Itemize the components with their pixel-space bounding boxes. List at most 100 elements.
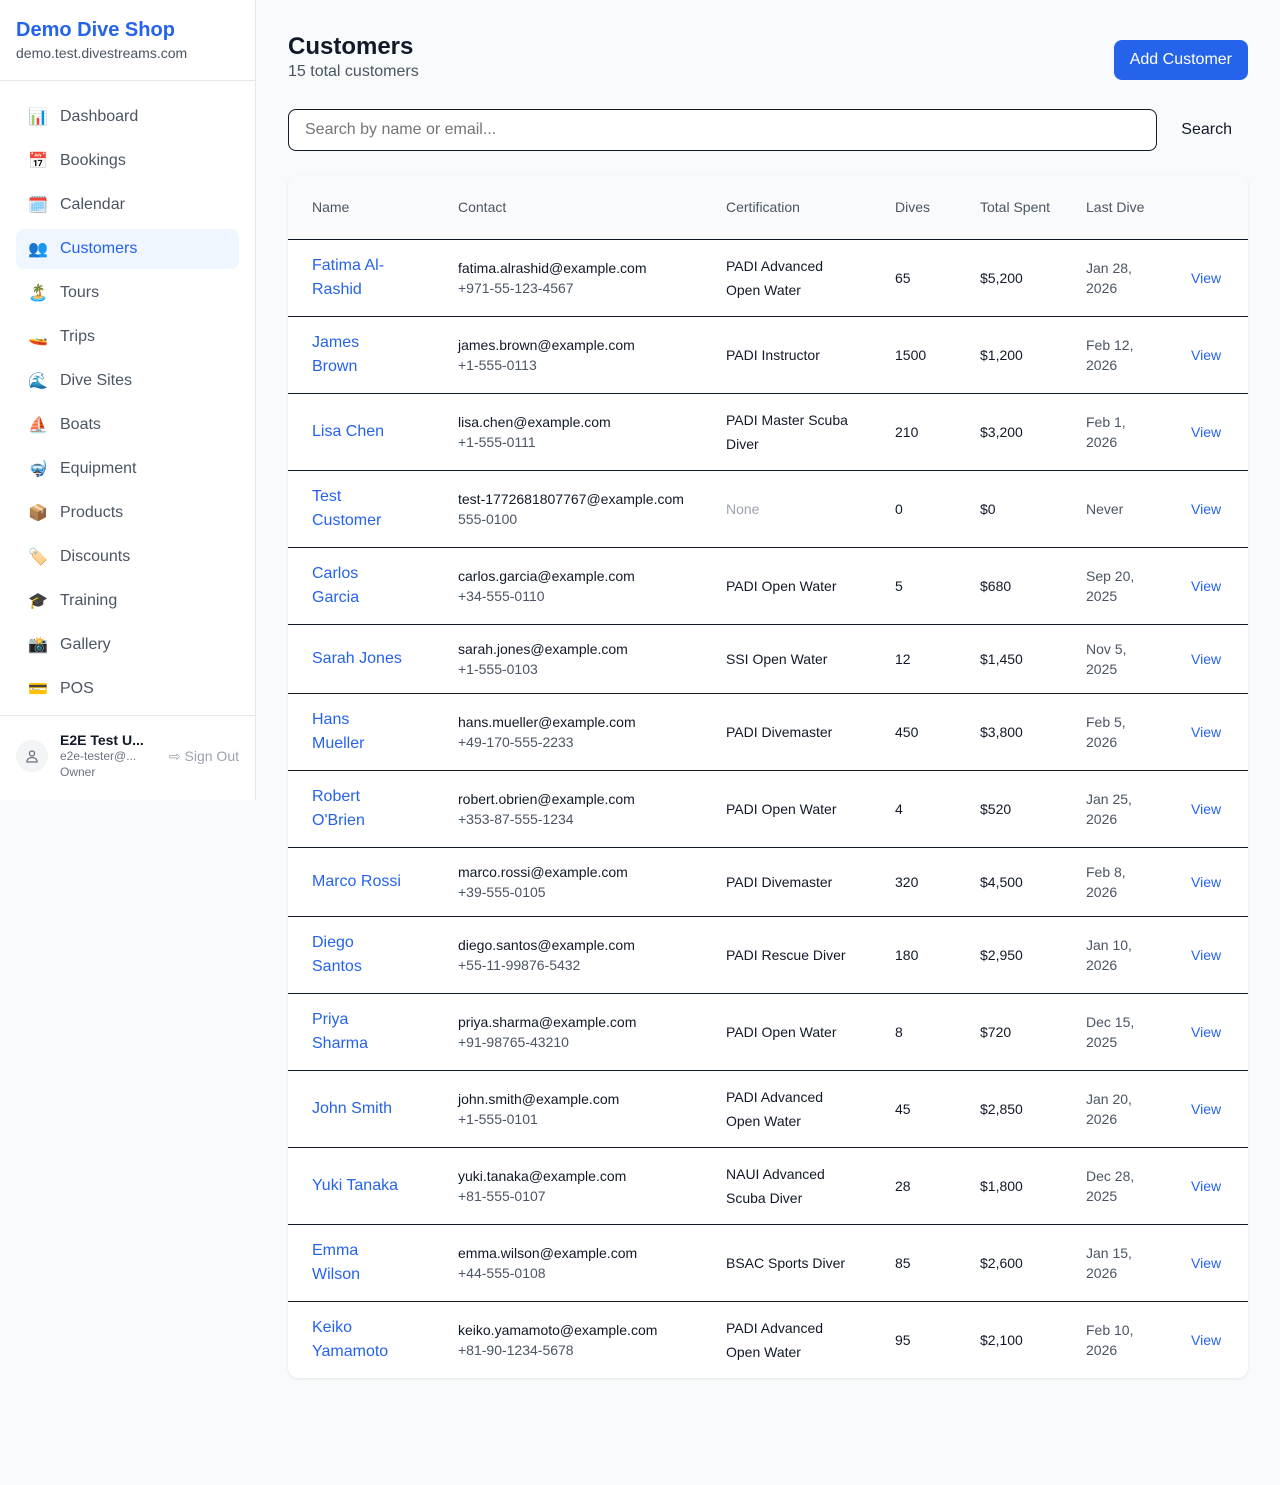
sidebar-item-label: Equipment: [60, 460, 137, 477]
user-icon: [16, 740, 48, 772]
sidebar-item-dashboard[interactable]: 📊 Dashboard: [16, 97, 239, 137]
sidebar-item-pos[interactable]: 💳 POS: [16, 669, 239, 709]
view-link[interactable]: View: [1167, 393, 1248, 471]
total-spent: $1,200: [956, 316, 1062, 394]
sidebar-item-dive-sites[interactable]: 🌊 Dive Sites: [16, 361, 239, 401]
sidebar-item-bookings[interactable]: 📅 Bookings: [16, 141, 239, 181]
customers-icon: 👥: [28, 241, 48, 258]
table-row: Robert O'Brien robert.obrien@example.com…: [288, 770, 1248, 848]
customer-name-link[interactable]: Hans Mueller: [288, 693, 434, 771]
equipment-icon: 🤿: [28, 461, 48, 478]
dive-sites-icon: 🌊: [28, 373, 48, 390]
certification: PADI Advanced Open Water: [726, 1319, 824, 1360]
view-link[interactable]: View: [1167, 693, 1248, 771]
last-dive: Feb 8, 2026: [1062, 847, 1167, 917]
customer-email: sarah.jones@example.com: [458, 640, 628, 657]
sidebar-item-customers[interactable]: 👥 Customers: [16, 229, 239, 269]
dives: 65: [871, 239, 956, 317]
sidebar-item-label: POS: [60, 680, 94, 697]
dives: 4: [871, 770, 956, 848]
view-link[interactable]: View: [1167, 1070, 1248, 1148]
certification: PADI Advanced Open Water: [702, 239, 871, 317]
customer-name-link[interactable]: John Smith: [288, 1070, 434, 1148]
sidebar-item-gallery[interactable]: 📸 Gallery: [16, 625, 239, 665]
certification: PADI Master Scuba Diver: [702, 393, 871, 471]
sidebar-item-products[interactable]: 📦 Products: [16, 493, 239, 533]
customer-name-link[interactable]: Marco Rossi: [288, 847, 434, 917]
dives: 1500: [871, 316, 956, 394]
total-spent: $520: [956, 770, 1062, 848]
column-header: [1167, 175, 1248, 240]
sidebar-item-label: Products: [60, 504, 124, 521]
main-content: Customers 15 total customers Add Custome…: [288, 32, 1248, 1378]
sign-out-button[interactable]: ⇨ Sign Out: [169, 748, 239, 765]
customer-phone: +39-555-0105: [458, 883, 546, 900]
total-spent: $3,800: [956, 693, 1062, 771]
customer-name-link[interactable]: Yuki Tanaka: [288, 1147, 434, 1225]
view-link[interactable]: View: [1167, 993, 1248, 1071]
view-link[interactable]: View: [1167, 316, 1248, 394]
column-header: Last Dive: [1062, 175, 1167, 240]
dives: 8: [871, 993, 956, 1071]
customer-name-link[interactable]: Sarah Jones: [288, 624, 434, 694]
sidebar-item-boats[interactable]: ⛵ Boats: [16, 405, 239, 445]
sidebar-item-equipment[interactable]: 🤿 Equipment: [16, 449, 239, 489]
view-link[interactable]: View: [1167, 847, 1248, 917]
view-link[interactable]: View: [1167, 624, 1248, 694]
customer-name-link[interactable]: Fatima Al-Rashid: [288, 239, 434, 317]
table-row: Priya Sharma priya.sharma@example.com +91…: [288, 993, 1248, 1071]
customer-email: hans.mueller@example.com: [458, 713, 636, 730]
customer-name-link[interactable]: Test Customer: [288, 470, 434, 548]
dives: 0: [871, 470, 956, 548]
customer-name-link[interactable]: Emma Wilson: [288, 1224, 434, 1302]
total-spent: $5,200: [956, 239, 1062, 317]
table-row: Test Customer test-1772681807767@example…: [288, 470, 1248, 548]
view-link[interactable]: View: [1167, 239, 1248, 317]
last-dive: Sep 20, 2025: [1062, 547, 1167, 625]
total-spent: $1,800: [956, 1147, 1062, 1225]
view-link[interactable]: View: [1191, 1331, 1222, 1348]
search-input[interactable]: [288, 109, 1158, 151]
sign-out-icon: ⇨: [168, 747, 185, 764]
add-customer-button[interactable]: Add Customer: [1113, 40, 1248, 80]
sidebar-item-trips[interactable]: 🚤 Trips: [16, 317, 239, 357]
customer-name-link[interactable]: Diego Santos: [288, 916, 434, 994]
view-link[interactable]: View: [1167, 470, 1248, 548]
customer-name-link[interactable]: Keiko Yamamoto: [312, 1318, 389, 1360]
table-row: Lisa Chen lisa.chen@example.com +1-555-01…: [288, 393, 1248, 471]
table-row: Marco Rossi marco.rossi@example.com +39-5…: [288, 847, 1248, 917]
sidebar-item-discounts[interactable]: 🏷️ Discounts: [16, 537, 239, 577]
customer-phone: +971-55-123-4567: [458, 279, 574, 296]
sidebar-item-calendar[interactable]: 🗓️ Calendar: [16, 185, 239, 225]
sidebar-item-training[interactable]: 🎓 Training: [16, 581, 239, 621]
table-row: John Smith john.smith@example.com +1-555-…: [288, 1070, 1248, 1148]
customer-name-link[interactable]: Priya Sharma: [288, 993, 434, 1071]
customer-name-link[interactable]: Robert O'Brien: [288, 770, 434, 848]
sidebar-item-tours[interactable]: 🏝️ Tours: [16, 273, 239, 313]
customer-name-link[interactable]: James Brown: [288, 316, 434, 394]
customer-name-link[interactable]: Carlos Garcia: [288, 547, 434, 625]
sidebar-item-label: Boats: [60, 416, 101, 433]
search-button[interactable]: Search: [1157, 121, 1248, 139]
view-link[interactable]: View: [1167, 770, 1248, 848]
dives: 12: [871, 624, 956, 694]
view-link[interactable]: View: [1167, 1147, 1248, 1225]
sidebar-item-label: Calendar: [60, 196, 125, 213]
user-panel: E2E Test U... e2e-tester@... Owner ⇨ Sig…: [0, 715, 255, 796]
dives: 450: [871, 693, 956, 771]
view-link[interactable]: View: [1167, 916, 1248, 994]
customer-phone: +44-555-0108: [458, 1264, 546, 1281]
view-link[interactable]: View: [1167, 1224, 1248, 1302]
trips-icon: 🚤: [28, 329, 48, 346]
last-dive: Nov 5, 2025: [1062, 624, 1167, 694]
customer-phone: +55-11-99876-5432: [458, 956, 581, 973]
products-icon: 📦: [28, 505, 48, 522]
table-row: Keiko Yamamoto keiko.yamamoto@example.co…: [288, 1301, 1248, 1378]
dives: 320: [871, 847, 956, 917]
table-row: Fatima Al-Rashid fatima.alrashid@example…: [288, 239, 1248, 317]
shop-name[interactable]: Demo Dive Shop: [16, 19, 175, 41]
customer-name-link[interactable]: Lisa Chen: [288, 393, 434, 471]
dives: 5: [871, 547, 956, 625]
view-link[interactable]: View: [1167, 547, 1248, 625]
table-row: Sarah Jones sarah.jones@example.com +1-55…: [288, 624, 1248, 694]
